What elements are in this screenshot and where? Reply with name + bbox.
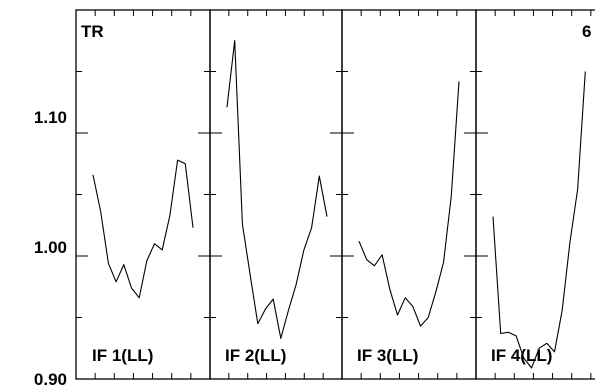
panel-label-if3: IF 3(LL)	[357, 346, 418, 365]
y-tick-label-100: 1.00	[34, 238, 67, 257]
panel-label-if2: IF 2(LL)	[225, 346, 286, 365]
series-lines	[92, 40, 586, 369]
series-line-if4	[492, 71, 586, 369]
panel-frame-3	[341, 9, 477, 380]
series-line-if2	[226, 40, 328, 339]
panel-frame-1	[75, 9, 211, 380]
y-tick-label-110: 1.10	[34, 108, 67, 127]
series-line-if3	[358, 81, 460, 327]
panel-frames	[75, 9, 595, 380]
top-right-label: 6	[582, 22, 591, 41]
axis-ticks	[76, 9, 592, 380]
series-line-if1	[92, 159, 194, 299]
panel-label-if1: IF 1(LL)	[92, 346, 153, 365]
text-labels: TR 6 0.90 1.00 1.10 IF 1(LL) IF 2(LL) IF…	[34, 22, 592, 386]
panel-frame-2	[209, 9, 343, 380]
panel-label-if4: IF 4(LL)	[491, 346, 552, 365]
y-tick-label-090: 0.90	[34, 370, 67, 386]
source-label: TR	[81, 22, 104, 41]
